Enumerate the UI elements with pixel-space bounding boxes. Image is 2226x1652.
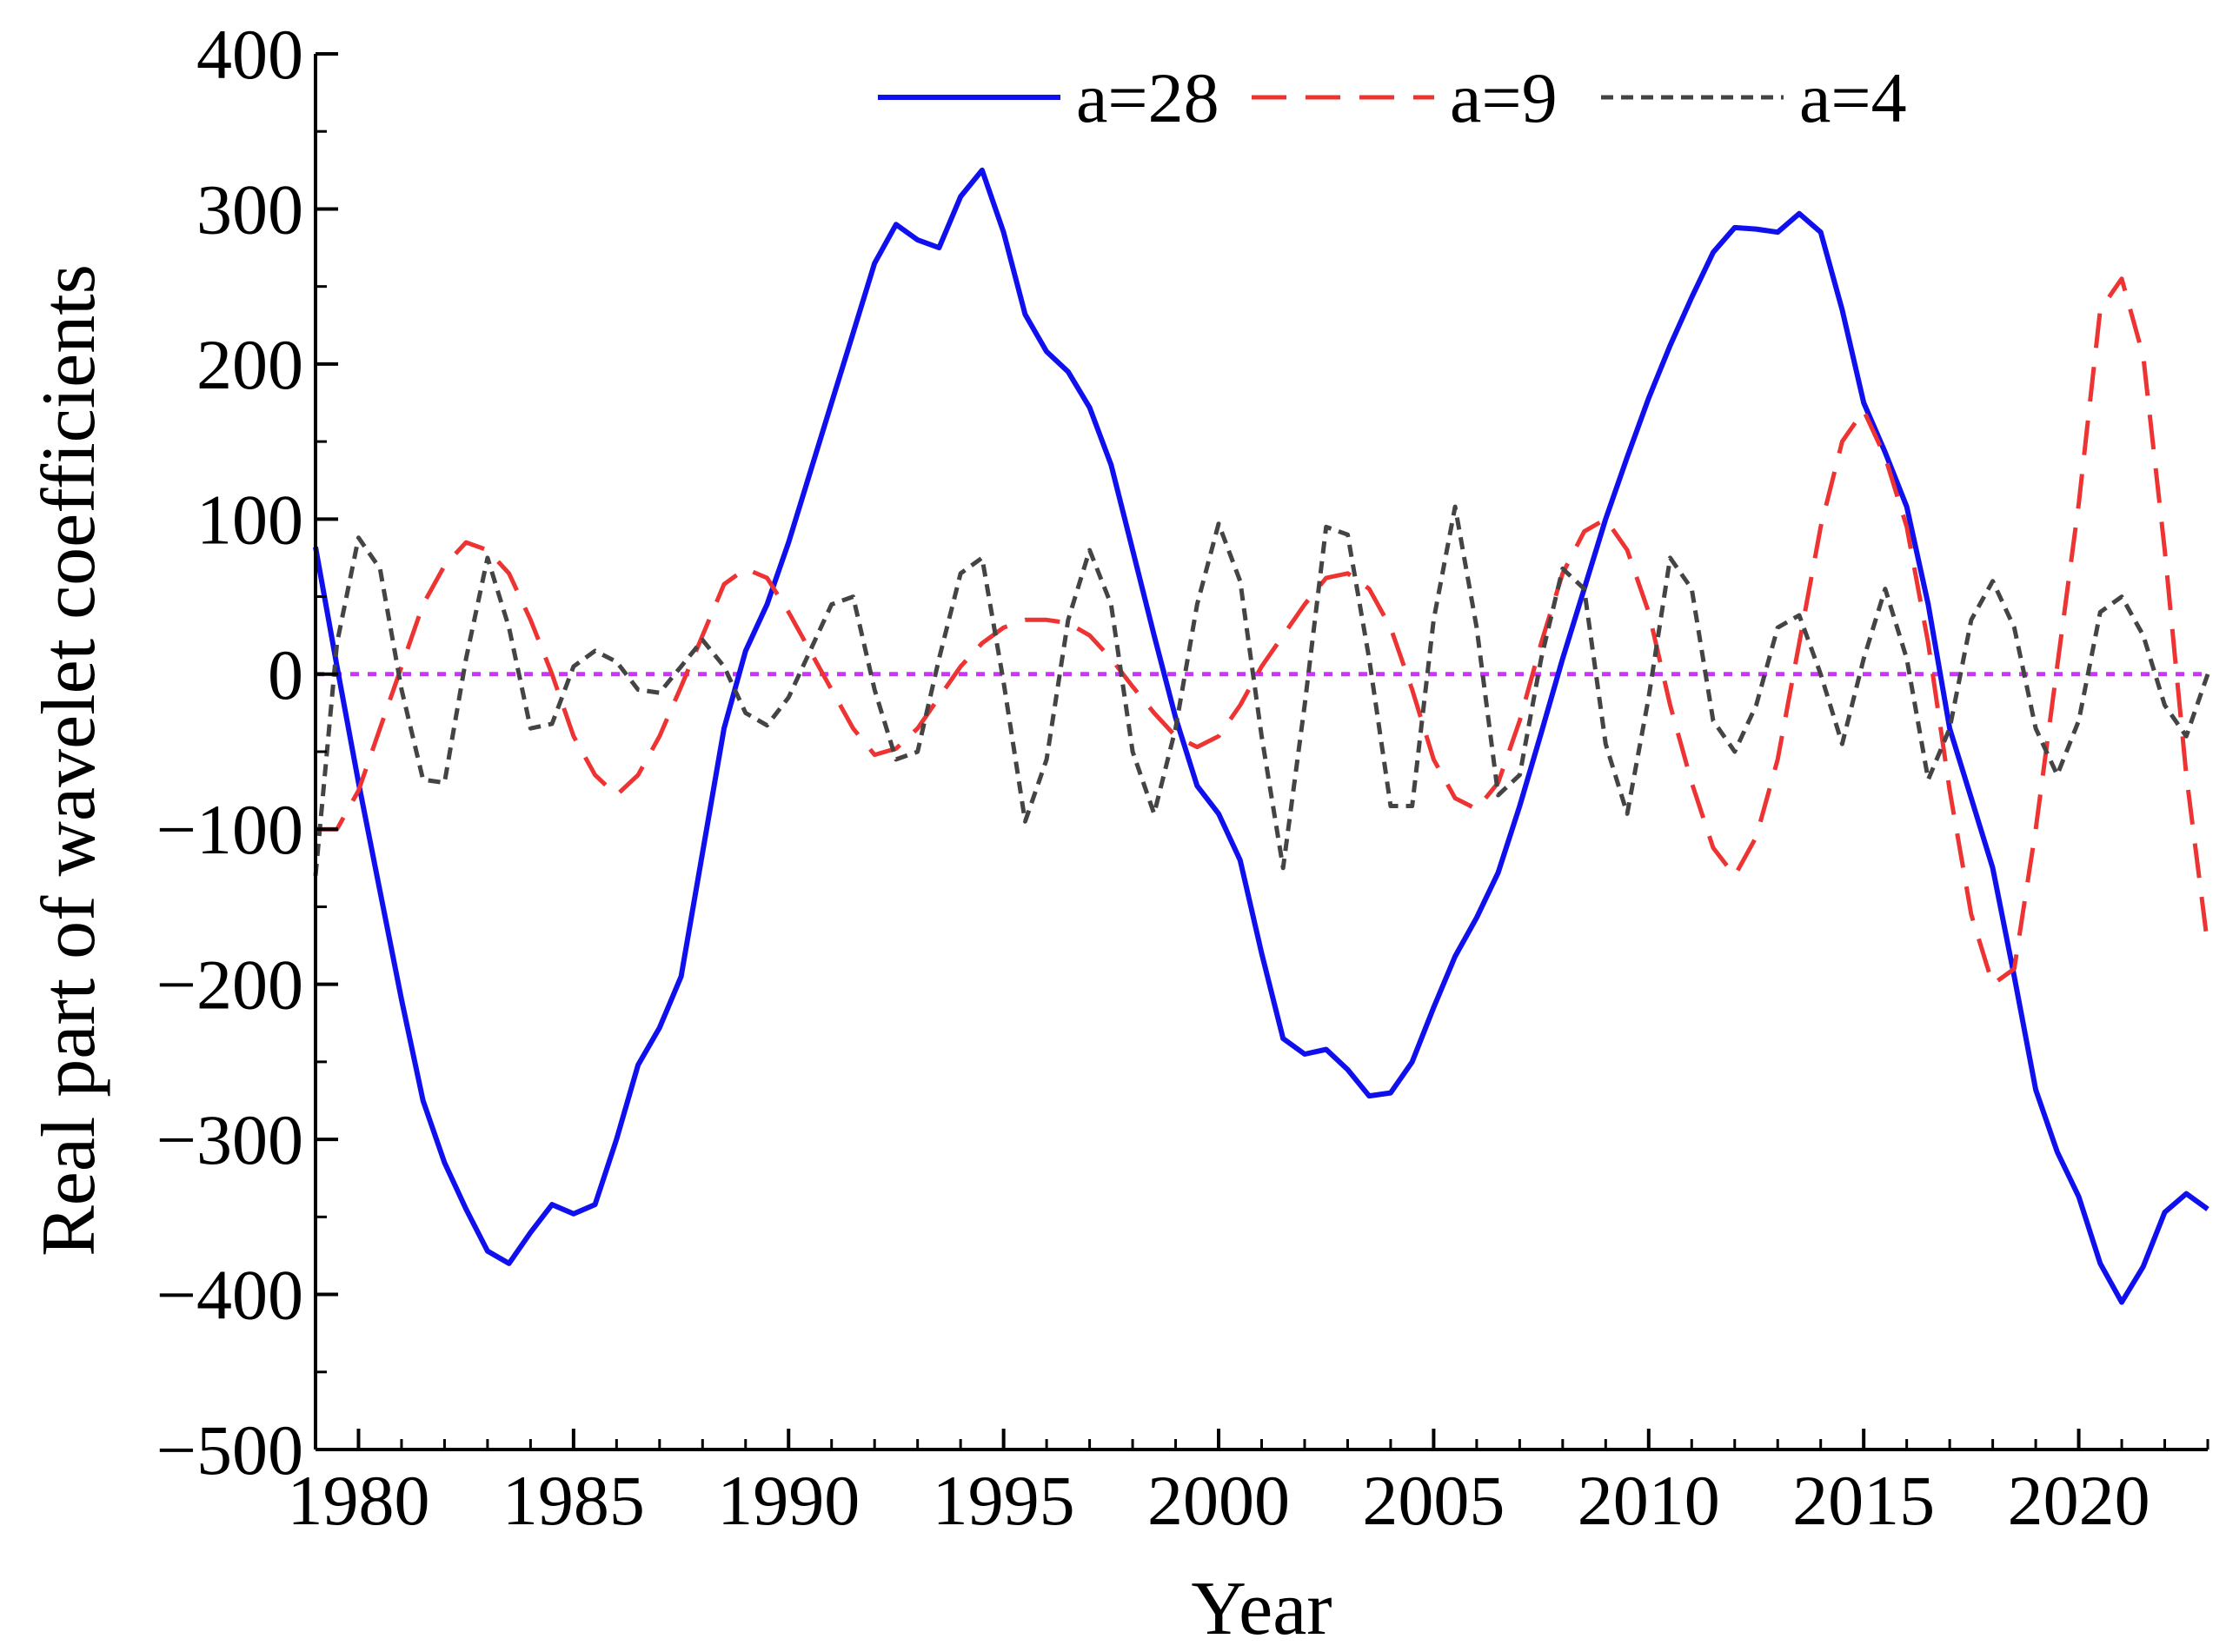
y-tick-label: −100 [156,790,303,869]
x-tick-label: 2000 [1147,1461,1290,1540]
x-tick-label: 1985 [502,1461,645,1540]
y-tick-label: −200 [156,945,303,1025]
legend-label: a=28 [1076,58,1219,137]
x-tick-label: 1995 [933,1461,1075,1540]
series-line-a-28 [313,167,2209,1305]
x-tick-label: 2020 [2008,1461,2150,1540]
y-tick-label: 200 [196,325,303,404]
y-tick-label: 300 [196,169,303,249]
series-line-a-4 [313,504,2210,877]
series-layer [313,167,2210,1305]
legend-label: a=4 [1799,58,1907,137]
ticks: −500 −400 −300 −200 −100 0 100 200 300 400 1980 198… [156,15,2209,1540]
y-tick-label: 100 [196,480,303,559]
series-line-a-9 [316,276,2210,987]
x-tick-label: 1990 [717,1461,860,1540]
legend: a=28 a=9 a=4 [878,58,1907,137]
x-tick-label: 2010 [1578,1461,1720,1540]
y-tick-label: 400 [196,15,303,94]
x-tick-label: 1980 [287,1461,429,1540]
x-axis-title: Year [1191,1567,1332,1651]
x-tick-label: 2005 [1362,1461,1505,1540]
y-axis-title: Real part of wavelet coefficients [27,264,111,1257]
legend-label: a=9 [1450,58,1558,137]
x-tick-label: 2015 [1792,1461,1935,1540]
y-tick-label: −500 [156,1410,303,1489]
y-tick-label: 0 [268,635,303,714]
y-tick-label: −400 [156,1256,303,1335]
y-tick-label: −300 [156,1100,303,1179]
